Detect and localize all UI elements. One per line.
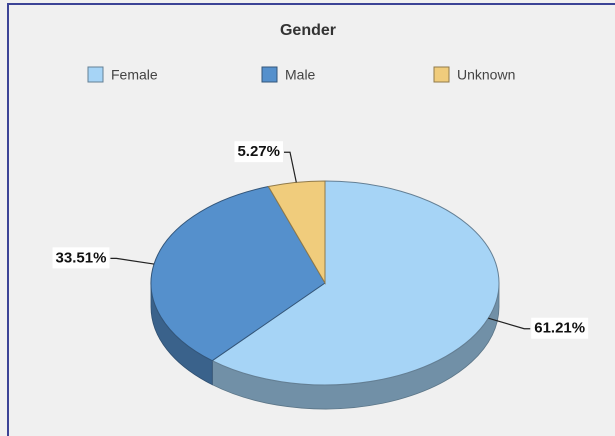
data-label-bg: [531, 317, 589, 339]
legend-swatch: [261, 66, 278, 83]
data-label-bg: [52, 247, 110, 269]
data-label: 61.21%: [534, 320, 585, 337]
legend-label: Female: [111, 67, 158, 83]
data-label: 5.27%: [237, 143, 280, 160]
leader-line: [284, 151, 297, 183]
data-label-group: 33.51%: [52, 247, 110, 269]
frame: [7, 3, 615, 436]
slice: [211, 180, 500, 386]
legend-swatch: [433, 66, 450, 83]
slice: [150, 185, 326, 362]
data-label-group: 61.21%: [531, 317, 589, 339]
chart-title: Gender: [280, 22, 336, 39]
legend-swatch: [87, 66, 104, 83]
leader-line: [110, 257, 155, 265]
leader-line: [488, 317, 531, 330]
data-label-bg: [234, 141, 284, 163]
data-label-group: 5.27%: [234, 141, 284, 163]
data-label: 33.51%: [56, 249, 107, 266]
legend-label: Male: [285, 67, 316, 83]
legend-label: Unknown: [457, 67, 515, 83]
